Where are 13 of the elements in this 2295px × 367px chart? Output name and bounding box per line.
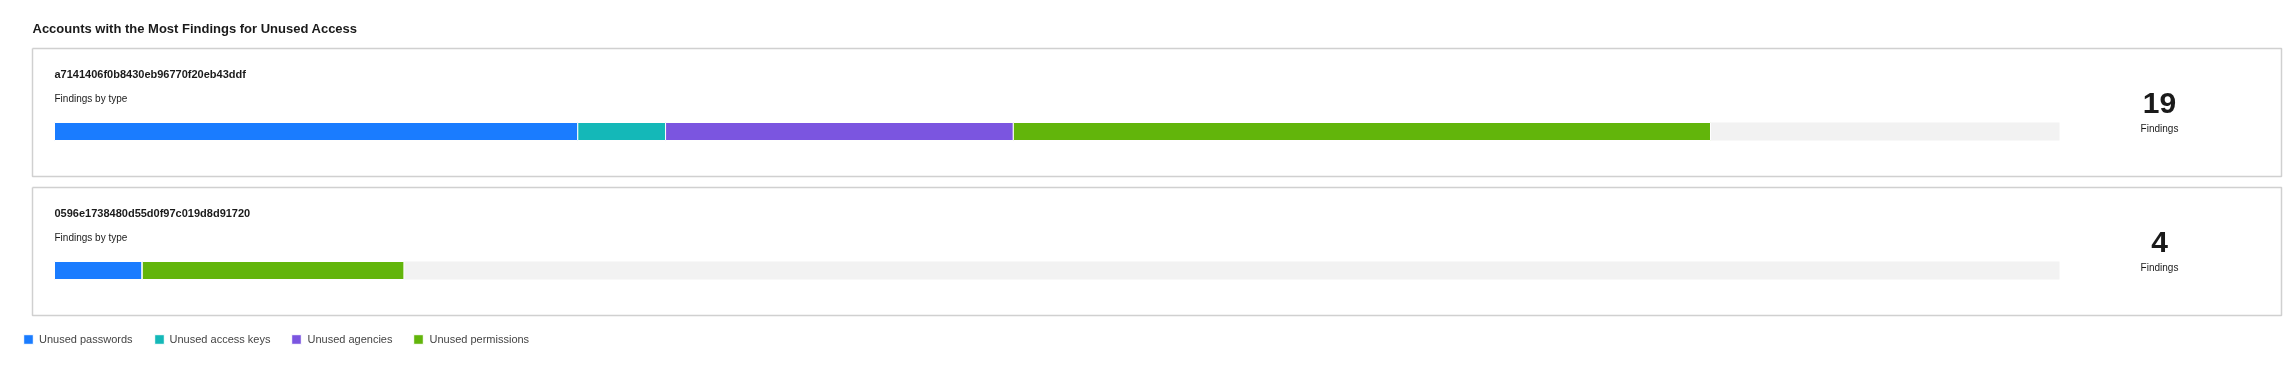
y-tick-label: a7141406f0b8430eb96770f20eb43ddf [54,67,247,80]
text: Accounts with the Most Findings for Unused Access [32,21,358,36]
legend-label: Unused passwords [39,333,133,345]
text: 4 [2151,224,2169,258]
annotation: Findings by type [54,93,128,104]
legend-label: Unused access keys [169,333,271,345]
y-tick-label: 0596e1738480d55d0f97c019d8d91720 [54,206,251,219]
text: Findings [2140,123,2179,134]
legend-label: Unused agencies [307,333,393,345]
text: Findings [2140,262,2179,273]
annotation: Findings by type [54,232,128,243]
text: 19 [2142,85,2177,119]
legend-label: Unused permissions [429,333,530,345]
